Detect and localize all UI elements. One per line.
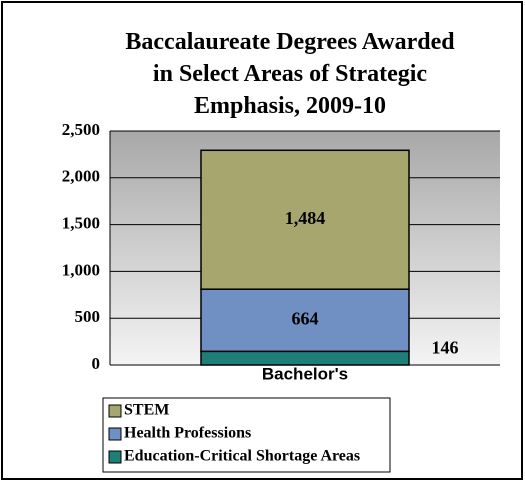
legend-swatch — [108, 404, 122, 418]
chart-title: Baccalaureate Degrees Awarded in Select … — [125, 29, 455, 119]
y-tick-label: 1,000 — [62, 260, 100, 279]
bar-segment — [200, 288, 410, 353]
y-tick-label: 2,000 — [62, 167, 100, 186]
data-label: 146 — [432, 337, 459, 357]
y-tick-label: 500 — [75, 307, 101, 326]
bar-segment — [200, 350, 410, 366]
bar-segment — [200, 149, 410, 290]
y-tick-label: 2,500 — [62, 120, 100, 139]
legend-box — [102, 397, 391, 473]
legend-label: Health Professions — [124, 425, 251, 442]
data-label: 1,484 — [285, 208, 326, 228]
legend-swatch — [108, 450, 122, 464]
y-tick-label: 0 — [92, 354, 101, 373]
legend-swatch — [108, 427, 122, 441]
data-label: 664 — [292, 308, 319, 328]
x-tick-label: Bachelor's — [262, 364, 348, 383]
legend-label: STEM — [124, 402, 169, 419]
y-tick-label: 1,500 — [62, 214, 100, 233]
legend-label: Education-Critical Shortage Areas — [124, 448, 360, 465]
